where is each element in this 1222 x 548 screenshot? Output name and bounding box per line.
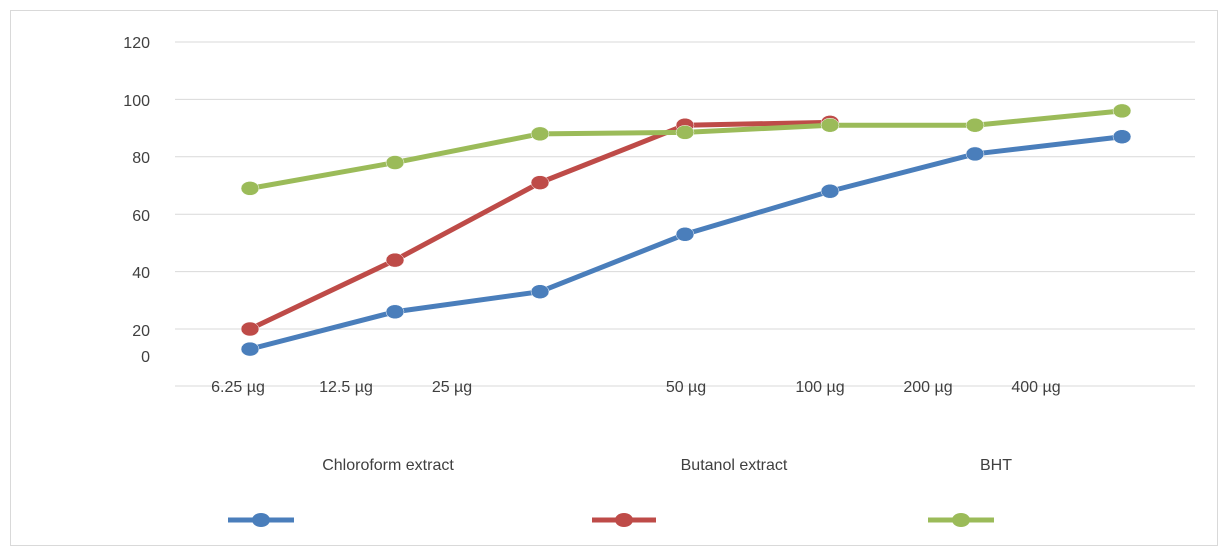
y-tick-label: 120: [123, 35, 150, 52]
x-axis-labels: 6.25 µg 12.5 µg 25 µg 50 µg 100 µg 200 µg 400 …: [211, 379, 1060, 396]
gridlines: [175, 41, 1195, 387]
legend-marker: [952, 513, 970, 527]
data-point: [385, 252, 405, 268]
group-labels: Chloroform extract Butanol extract BHT: [322, 457, 1012, 474]
x-tick-label: 100 µg: [795, 379, 844, 396]
data-point: [965, 117, 985, 133]
x-tick-label: 12.5 µg: [319, 379, 373, 396]
group-label: Butanol extract: [681, 457, 788, 474]
data-point: [820, 183, 840, 199]
data-point: [1112, 103, 1132, 119]
data-point: [240, 181, 260, 196]
x-tick-label: 200 µg: [903, 379, 952, 396]
x-tick-label: 6.25 µg: [211, 379, 265, 396]
series-line: [247, 134, 1125, 352]
data-point: [675, 125, 695, 140]
data-point: [530, 126, 550, 142]
x-tick-label: 400 µg: [1011, 379, 1060, 396]
x-tick-label: 25 µg: [432, 379, 472, 396]
data-point: [530, 284, 550, 299]
legend-marker: [252, 513, 270, 527]
legend: [228, 513, 994, 527]
group-label: BHT: [980, 457, 1012, 474]
y-axis-labels: 120 100 80 60 40 20 0: [123, 35, 150, 366]
y-tick-label: 40: [132, 265, 150, 282]
data-point: [1112, 129, 1132, 144]
data-point: [530, 175, 550, 190]
y-tick-label: 100: [123, 93, 150, 110]
data-point: [965, 146, 985, 162]
y-tick-label: 60: [132, 208, 150, 225]
y-tick-label: 20: [132, 323, 150, 340]
y-tick-label: 0: [141, 349, 150, 366]
legend-marker: [615, 513, 633, 527]
data-point: [385, 155, 405, 170]
x-tick-label: 50 µg: [666, 379, 706, 396]
data-point: [675, 227, 695, 242]
data-point: [240, 341, 260, 357]
data-point: [820, 117, 840, 133]
y-tick-label: 80: [132, 150, 150, 167]
series-lines: [240, 103, 1132, 357]
data-point: [240, 321, 260, 337]
group-label: Chloroform extract: [322, 457, 454, 474]
data-point: [385, 304, 405, 320]
